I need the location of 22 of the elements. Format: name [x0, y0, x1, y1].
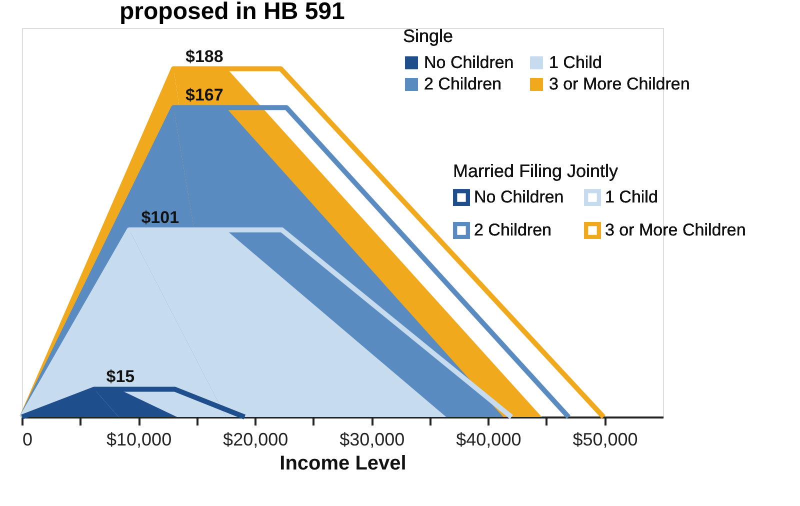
- x-axis-title: Income Level: [280, 452, 406, 474]
- chart-title: proposed in HB 591: [120, 0, 345, 25]
- legend-label: No Children: [424, 52, 514, 72]
- legend-label: 2 Children: [424, 74, 502, 94]
- text: Single: [403, 26, 454, 46]
- x-tick-label: 0: [22, 430, 33, 450]
- legend-label: 2 Children: [474, 220, 552, 240]
- x-tick-label: $10,000: [106, 430, 172, 450]
- data-label: $15: [106, 367, 135, 386]
- legend-label: 3 or More Children: [549, 74, 690, 94]
- x-tick-label: $40,000: [456, 430, 522, 450]
- data-label: $167: [186, 86, 224, 105]
- x-tick-label: $50,000: [572, 430, 638, 450]
- legend-label: 1 Child: [549, 52, 602, 72]
- legend-label: 3 or More Children: [605, 220, 746, 240]
- data-label: $188: [186, 46, 224, 66]
- legend-label: 1 Child: [605, 188, 658, 207]
- x-tick-label: $20,000: [223, 430, 288, 450]
- x-tick-label: $30,000: [340, 430, 405, 450]
- data-label: $101: [141, 208, 180, 227]
- legend-label: No Children: [474, 188, 564, 207]
- text: Married Filing Jointly: [453, 161, 618, 181]
